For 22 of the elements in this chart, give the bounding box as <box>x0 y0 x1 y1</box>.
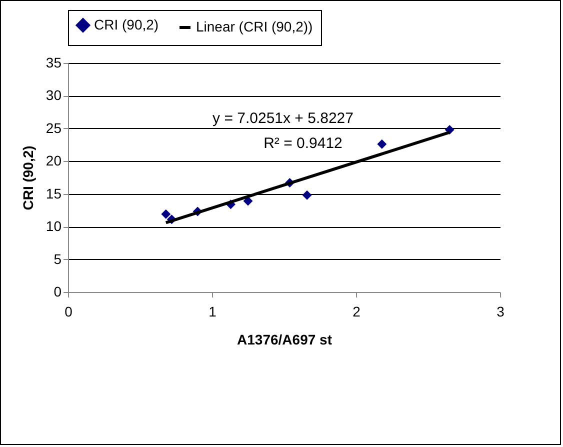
x-tick-label: 0 <box>64 304 73 320</box>
point <box>302 190 312 200</box>
x-tick-label: 1 <box>208 304 217 320</box>
legend-label: Linear (CRI (90,2)) <box>196 18 313 34</box>
point <box>243 196 253 206</box>
x-axis-title: A1376/A697 st <box>237 332 332 348</box>
y-tick-label: 15 <box>46 185 62 202</box>
y-tick-label: 30 <box>46 87 62 104</box>
x-tick-label: 3 <box>496 304 505 320</box>
annotation: y = 7.0251x + 5.8227 <box>212 110 354 127</box>
y-tick-label: 0 <box>54 284 62 300</box>
legend-label: CRI (90,2) <box>94 16 159 32</box>
y-tick-label: 10 <box>46 218 62 234</box>
y-axis-title: CRI (90,2) <box>20 146 36 210</box>
annotation: R² = 0.9412 <box>264 135 342 152</box>
point <box>161 209 171 219</box>
point <box>377 139 387 149</box>
y-tick-label: 35 <box>46 54 62 70</box>
y-tick-label: 25 <box>46 120 62 136</box>
y-tick-label: 5 <box>54 250 62 267</box>
x-tick-label: 2 <box>352 304 361 320</box>
y-tick-label: 20 <box>46 152 62 169</box>
